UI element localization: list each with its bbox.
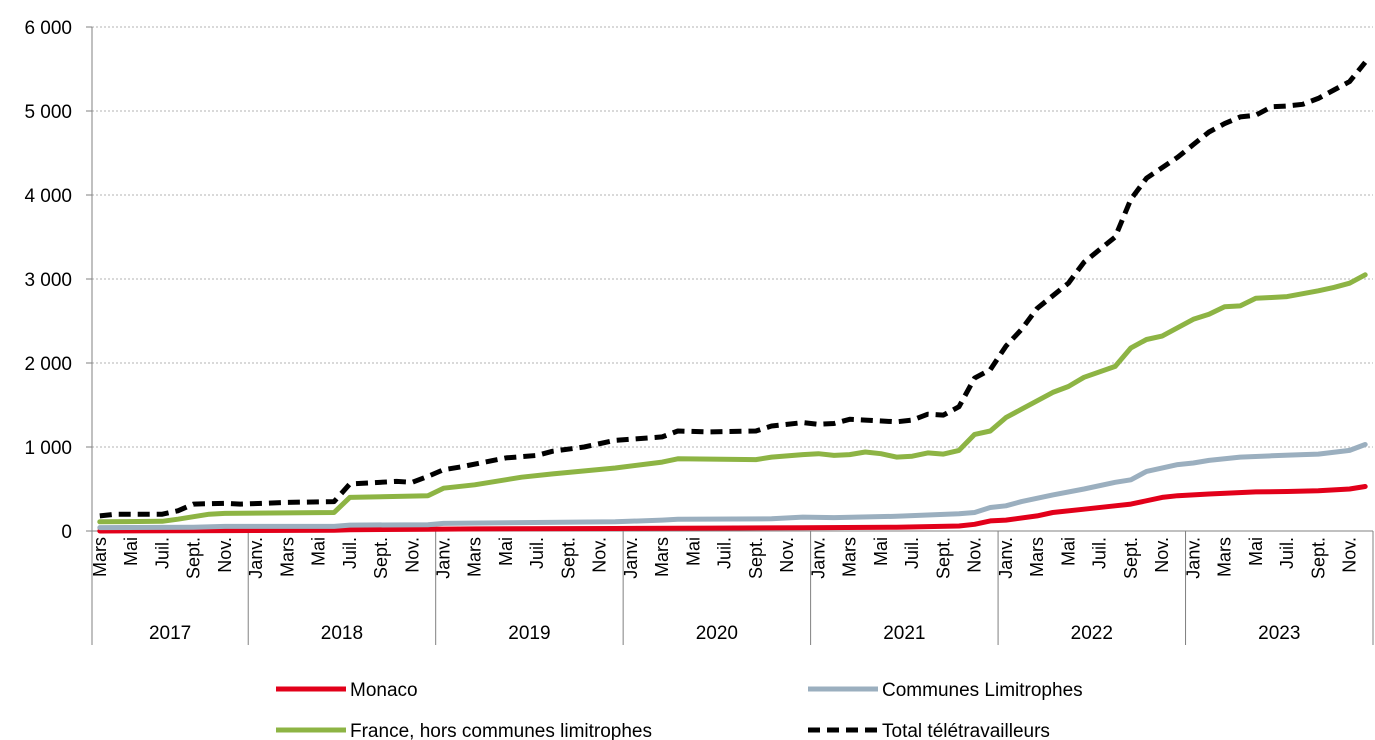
- x-tick-label: Mars: [652, 537, 672, 577]
- y-tick-label: 1 000: [24, 438, 72, 459]
- x-tick-label: Janv.: [433, 537, 453, 579]
- year-label: 2022: [1071, 623, 1113, 644]
- x-tick-label: Juil.: [527, 537, 547, 569]
- legend-label-1: Communes Limitrophes: [882, 680, 1083, 701]
- series-line-3: [99, 60, 1368, 519]
- x-tick-label: Mars: [90, 537, 110, 577]
- y-tick-label: 3 000: [24, 270, 72, 291]
- x-tick-label: Mai: [1246, 537, 1266, 566]
- year-label: 2019: [508, 623, 550, 644]
- x-tick-label: Sept.: [371, 537, 391, 579]
- x-tick-label: Mai: [121, 537, 141, 566]
- x-tick-label: Sept.: [1121, 537, 1141, 579]
- year-label: 2020: [696, 623, 738, 644]
- x-tick-label: Mai: [309, 537, 329, 566]
- x-tick-label: Sept.: [184, 537, 204, 579]
- x-tick-label: Mars: [465, 537, 485, 577]
- legend-label-2: France, hors communes limitrophes: [350, 721, 652, 740]
- x-tick-label: Janv.: [246, 537, 266, 579]
- x-tick-label: Juil.: [1090, 537, 1110, 569]
- year-label: 2023: [1258, 623, 1300, 644]
- x-tick-label: Juil.: [1277, 537, 1297, 569]
- x-tick-label: Sept.: [746, 537, 766, 579]
- year-label: 2018: [321, 623, 363, 644]
- x-tick-label: Nov.: [1152, 537, 1172, 573]
- x-tick-label: Nov.: [215, 537, 235, 573]
- legend-label-0: Monaco: [350, 680, 418, 701]
- x-tick-label: Mars: [277, 537, 297, 577]
- x-tick-label: Janv.: [621, 537, 641, 579]
- year-label: 2017: [149, 623, 191, 644]
- y-tick-label: 2 000: [24, 354, 72, 375]
- x-tick-label: Janv.: [1183, 537, 1203, 579]
- y-tick-label: 4 000: [24, 186, 72, 207]
- x-axis: Mars Mai Juil. Sept. Nov. Janv. Mars Mai Juil. Se…: [90, 530, 1374, 645]
- gridlines: [92, 26, 1373, 448]
- series-line-1: [97, 442, 1368, 531]
- legend-label-3: Total télétravailleurs: [882, 721, 1050, 740]
- x-tick-label: Mai: [1058, 537, 1078, 566]
- y-tick-label: 5 000: [24, 102, 72, 123]
- x-tick-label: Sept.: [1308, 537, 1328, 579]
- x-tick-label: Juil.: [152, 537, 172, 569]
- y-tick-label: 0: [61, 522, 72, 543]
- x-tick-label: Nov.: [402, 537, 422, 573]
- y-tick-label: 6 000: [24, 18, 72, 39]
- x-tick-label: Sept.: [558, 537, 578, 579]
- x-tick-label: Nov.: [590, 537, 610, 573]
- x-tick-label: Juil.: [902, 537, 922, 569]
- x-tick-label: Mars: [1215, 537, 1235, 577]
- series-lines: [97, 60, 1368, 534]
- series-line-0: [97, 484, 1368, 534]
- x-tick-label: Mai: [683, 537, 703, 566]
- x-tick-label: Nov.: [1340, 537, 1360, 573]
- x-tick-label: Sept.: [933, 537, 953, 579]
- x-tick-label: Nov.: [965, 537, 985, 573]
- year-label: 2021: [883, 623, 925, 644]
- x-tick-label: Juil.: [715, 537, 735, 569]
- series-line-2: [97, 272, 1368, 525]
- x-tick-label: Mars: [1027, 537, 1047, 577]
- x-tick-label: Janv.: [996, 537, 1016, 579]
- x-tick-label: Mai: [871, 537, 891, 566]
- x-tick-label: Nov.: [777, 537, 797, 573]
- x-tick-label: Janv.: [808, 537, 828, 579]
- x-tick-label: Juil.: [340, 537, 360, 569]
- y-axis: 0 1 000 2 000 3 000 4 000 5 000 6 000: [24, 18, 93, 543]
- x-tick-label: Mai: [496, 537, 516, 566]
- legend: Monaco Communes Limitrophes France, hors c…: [276, 680, 1083, 740]
- x-tick-label: Mars: [840, 537, 860, 577]
